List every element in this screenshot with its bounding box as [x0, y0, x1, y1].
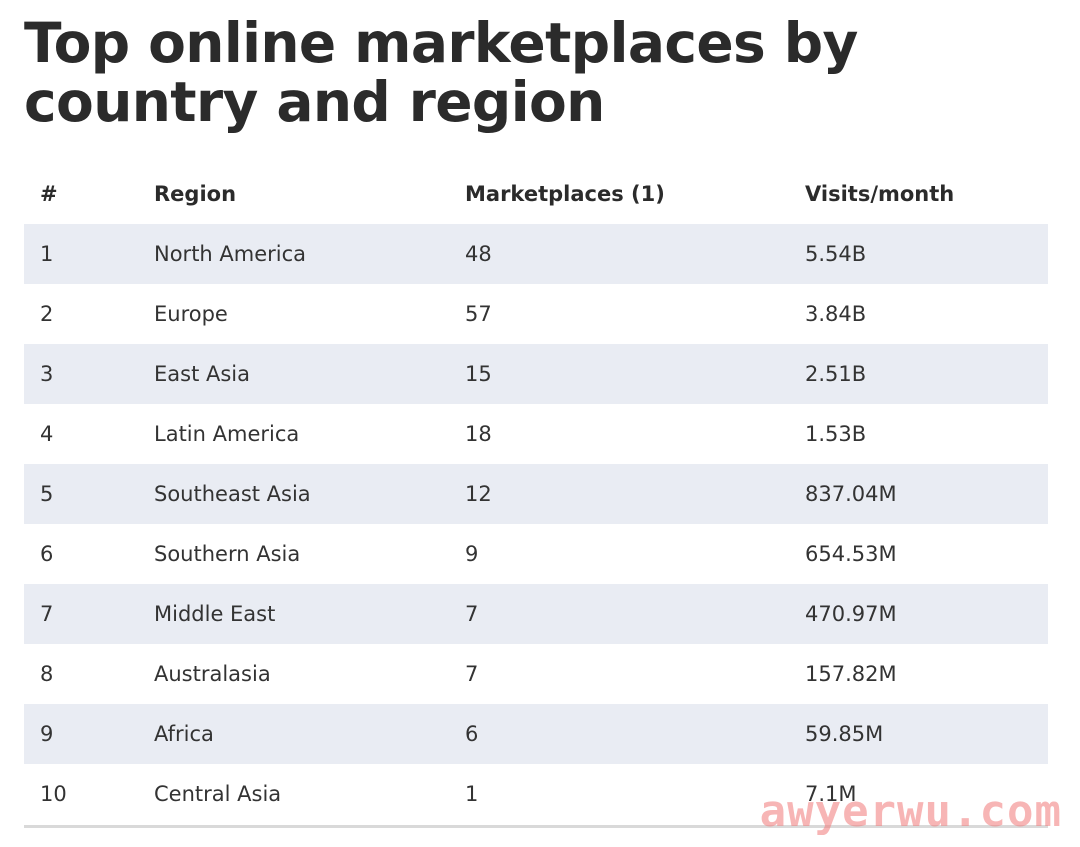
cell-marketplaces: 57	[465, 302, 492, 326]
cell-rank: 5	[40, 482, 54, 506]
table-row: 10 Central Asia 1 7.1M	[24, 764, 1048, 824]
cell-rank: 7	[40, 602, 54, 626]
table-row: 7 Middle East 7 470.97M	[24, 584, 1048, 644]
table-bottom-rule	[24, 825, 1048, 828]
cell-region: North America	[154, 242, 307, 266]
cell-region: Southeast Asia	[154, 482, 311, 506]
cell-marketplaces: 9	[465, 542, 479, 566]
cell-visits: 837.04M	[805, 482, 897, 506]
table-row: 2 Europe 57 3.84B	[24, 284, 1048, 344]
column-header-marketplaces: Marketplaces (1)	[465, 182, 665, 206]
column-header-rank: #	[40, 182, 58, 206]
cell-marketplaces: 6	[465, 722, 479, 746]
table-row: 1 North America 48 5.54B	[24, 224, 1048, 284]
cell-marketplaces: 1	[465, 782, 479, 806]
cell-marketplaces: 7	[465, 602, 479, 626]
table-row: 3 East Asia 15 2.51B	[24, 344, 1048, 404]
cell-marketplaces: 15	[465, 362, 492, 386]
table-row: 9 Africa 6 59.85M	[24, 704, 1048, 764]
table-header-row: # Region Marketplaces (1) Visits/month	[24, 164, 1048, 224]
cell-region: Middle East	[154, 602, 276, 626]
cell-rank: 2	[40, 302, 54, 326]
cell-visits: 5.54B	[805, 242, 867, 266]
page-title: Top online marketplaces by country and r…	[24, 11, 858, 134]
cell-visits: 470.97M	[805, 602, 897, 626]
cell-marketplaces: 12	[465, 482, 492, 506]
cell-marketplaces: 7	[465, 662, 479, 686]
cell-visits: 654.53M	[805, 542, 897, 566]
cell-region: Europe	[154, 302, 228, 326]
cell-marketplaces: 48	[465, 242, 492, 266]
cell-region: Latin America	[154, 422, 300, 446]
cell-region: Central Asia	[154, 782, 282, 806]
cell-visits: 157.82M	[805, 662, 897, 686]
cell-visits: 1.53B	[805, 422, 867, 446]
cell-rank: 9	[40, 722, 54, 746]
cell-rank: 4	[40, 422, 54, 446]
table-row: 6 Southern Asia 9 654.53M	[24, 524, 1048, 584]
table-row: 8 Australasia 7 157.82M	[24, 644, 1048, 704]
cell-visits: 2.51B	[805, 362, 867, 386]
table-body: 1 North America 48 5.54B 2 Europe 57 3.84B 3 East…	[24, 224, 1048, 824]
marketplaces-table: # Region Marketplaces (1) Visits/month 1…	[24, 164, 1048, 828]
table-row: 5 Southeast Asia 12 837.04M	[24, 464, 1048, 524]
cell-region: Southern Asia	[154, 542, 301, 566]
cell-visits: 7.1M	[805, 782, 857, 806]
cell-region: East Asia	[154, 362, 250, 386]
cell-rank: 3	[40, 362, 54, 386]
cell-rank: 8	[40, 662, 54, 686]
table-row: 4 Latin America 18 1.53B	[24, 404, 1048, 464]
watermark: awyerwu.com	[759, 786, 1062, 837]
cell-visits: 3.84B	[805, 302, 867, 326]
cell-marketplaces: 18	[465, 422, 492, 446]
cell-visits: 59.85M	[805, 722, 884, 746]
cell-rank: 6	[40, 542, 54, 566]
cell-rank: 10	[40, 782, 67, 806]
cell-region: Africa	[154, 722, 214, 746]
cell-region: Australasia	[154, 662, 271, 686]
column-header-visits: Visits/month	[805, 182, 955, 206]
cell-rank: 1	[40, 242, 54, 266]
column-header-region: Region	[154, 182, 237, 206]
